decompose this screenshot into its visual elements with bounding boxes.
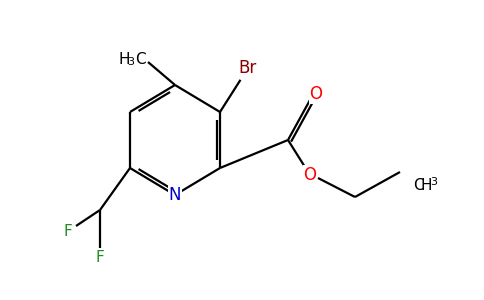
Text: H: H [118, 52, 130, 67]
Text: O: O [309, 85, 322, 103]
Text: H: H [420, 178, 432, 193]
Text: 3: 3 [127, 57, 135, 67]
Text: C: C [413, 178, 424, 193]
Text: Br: Br [239, 59, 257, 77]
Text: C: C [135, 52, 145, 67]
Text: F: F [96, 250, 105, 266]
Text: F: F [63, 224, 73, 239]
Text: O: O [303, 166, 317, 184]
Text: 3: 3 [430, 177, 438, 187]
Text: N: N [169, 186, 181, 204]
